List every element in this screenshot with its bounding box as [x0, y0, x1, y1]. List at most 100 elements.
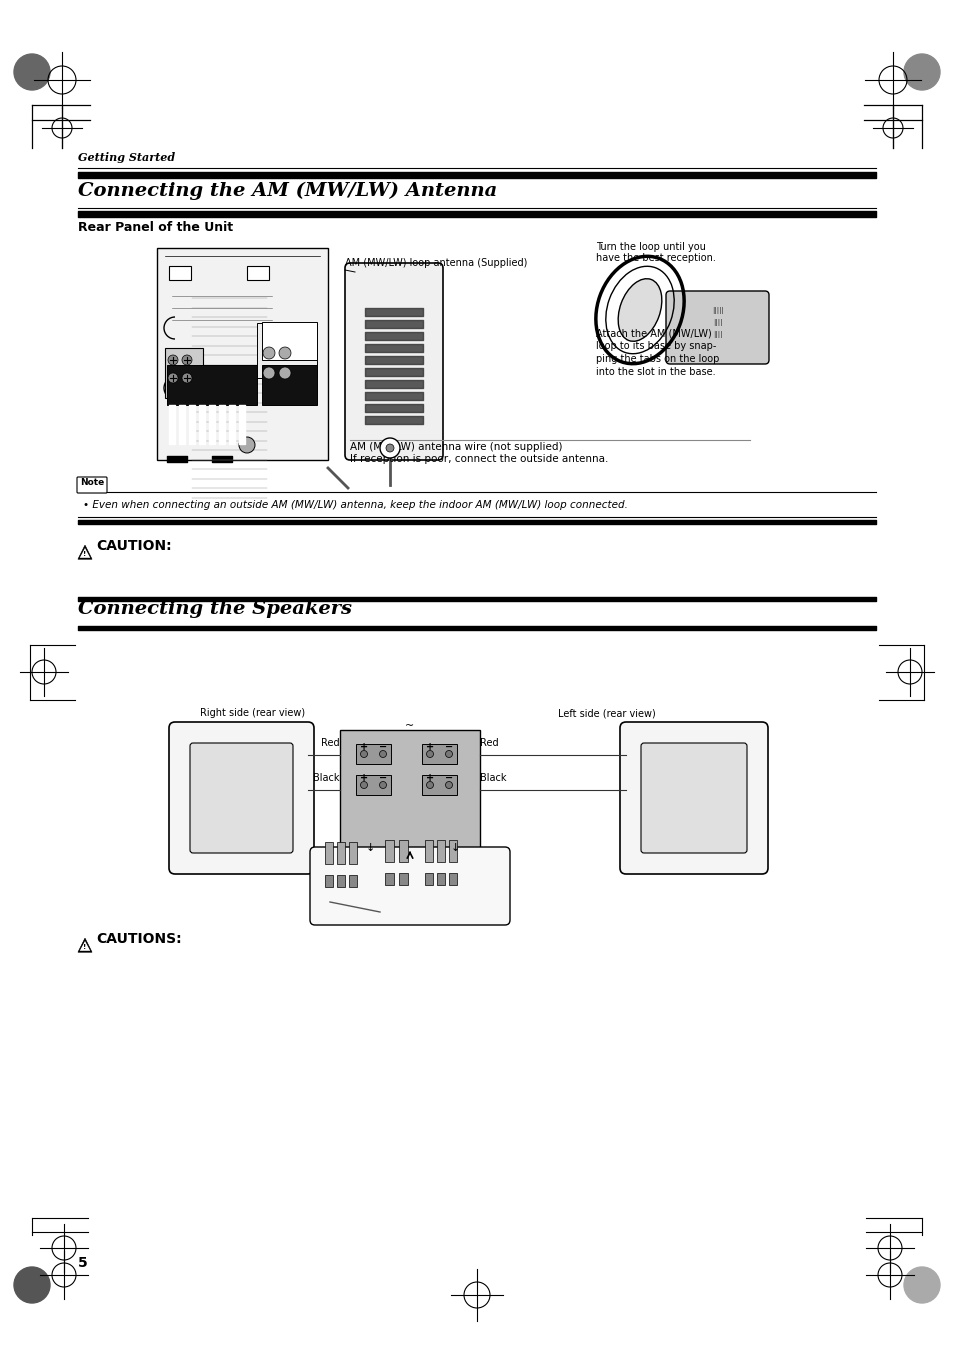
Text: Black: Black [314, 773, 339, 784]
Text: CAUTIONS:: CAUTIONS: [96, 932, 181, 946]
Text: Left side (rear view): Left side (rear view) [558, 708, 655, 717]
Circle shape [263, 347, 274, 359]
Bar [167, 365, 256, 405]
FancyBboxPatch shape [619, 721, 767, 874]
Bar [449, 873, 456, 885]
Text: Note: Note [80, 478, 104, 486]
Text: Rear Panel of the Unit: Rear Panel of the Unit [78, 222, 233, 234]
Text: Red: Red [479, 738, 498, 748]
Bar [398, 840, 408, 862]
Text: −: − [444, 742, 453, 753]
Text: Connecting the Speakers: Connecting the Speakers [78, 600, 352, 617]
Bar [355, 775, 391, 794]
Bar [385, 873, 394, 885]
Ellipse shape [618, 278, 661, 342]
Circle shape [168, 373, 178, 382]
Circle shape [360, 751, 367, 758]
Polygon shape [78, 938, 91, 952]
FancyBboxPatch shape [640, 743, 746, 852]
Text: −: − [444, 773, 453, 784]
Text: Red: Red [321, 738, 339, 748]
Circle shape [182, 373, 192, 382]
Circle shape [379, 751, 386, 758]
Circle shape [903, 54, 939, 91]
Bar [157, 249, 328, 459]
Text: ||||: |||| [713, 319, 722, 326]
FancyBboxPatch shape [169, 721, 314, 874]
Circle shape [239, 436, 254, 453]
Bar [262, 365, 316, 405]
Text: have the best reception.: have the best reception. [596, 253, 715, 263]
Bar [421, 775, 456, 794]
Circle shape [360, 781, 367, 789]
Bar [436, 873, 444, 885]
Text: ||||: |||| [713, 331, 722, 338]
Circle shape [278, 367, 291, 380]
Text: Right side (rear view): Right side (rear view) [200, 708, 305, 717]
Text: +: + [359, 773, 368, 784]
Bar [355, 744, 391, 765]
Text: • Even when connecting an outside AM (MW/LW) antenna, keep the indoor AM (MW/LW): • Even when connecting an outside AM (MW… [83, 500, 627, 509]
Text: −: − [378, 742, 387, 753]
Circle shape [386, 444, 394, 453]
FancyBboxPatch shape [77, 477, 107, 493]
Circle shape [182, 355, 192, 365]
Bar [325, 875, 333, 888]
Text: !: ! [83, 551, 87, 558]
FancyBboxPatch shape [190, 743, 293, 852]
Bar [424, 873, 433, 885]
Text: −: − [378, 773, 387, 784]
FancyBboxPatch shape [665, 290, 768, 363]
Text: +: + [359, 742, 368, 753]
Text: AM (MW/LW) antenna wire (not supplied): AM (MW/LW) antenna wire (not supplied) [350, 442, 562, 453]
Text: ping the tabs on the loop: ping the tabs on the loop [596, 354, 719, 363]
Bar [424, 840, 433, 862]
Text: loop to its base by snap-: loop to its base by snap- [596, 340, 716, 351]
Circle shape [14, 54, 50, 91]
Text: ↓: ↓ [365, 843, 375, 852]
Bar [256, 323, 316, 378]
Text: Attach the AM (MW/LW): Attach the AM (MW/LW) [596, 328, 711, 338]
Circle shape [263, 367, 274, 380]
Circle shape [426, 751, 433, 758]
Circle shape [14, 1267, 50, 1302]
Circle shape [445, 781, 452, 789]
Bar [169, 266, 191, 280]
Bar [349, 875, 356, 888]
FancyBboxPatch shape [310, 847, 510, 925]
Circle shape [445, 751, 452, 758]
Bar [421, 744, 456, 765]
Bar [262, 322, 316, 359]
Text: Black: Black [479, 773, 506, 784]
Text: Connecting the AM (MW/LW) Antenna: Connecting the AM (MW/LW) Antenna [78, 182, 497, 200]
Text: +: + [425, 742, 434, 753]
Text: Getting Started: Getting Started [78, 153, 175, 163]
Text: AM (MW/LW) loop antenna (Supplied): AM (MW/LW) loop antenna (Supplied) [345, 258, 527, 267]
Bar [449, 840, 456, 862]
Text: +: + [425, 773, 434, 784]
Circle shape [379, 781, 386, 789]
Circle shape [426, 781, 433, 789]
Bar [165, 349, 203, 399]
Circle shape [168, 355, 178, 365]
Polygon shape [80, 942, 91, 951]
Text: 5: 5 [78, 1256, 88, 1270]
Text: into the slot in the base.: into the slot in the base. [596, 367, 715, 377]
Circle shape [903, 1267, 939, 1302]
Circle shape [379, 438, 399, 458]
Text: CAUTION:: CAUTION: [96, 539, 172, 553]
Bar [349, 842, 356, 865]
Bar [385, 840, 394, 862]
Text: !: ! [83, 944, 87, 950]
Text: ↓: ↓ [450, 843, 459, 852]
Text: ~: ~ [405, 721, 415, 731]
Bar [336, 842, 345, 865]
Text: |||||: ||||| [711, 307, 723, 313]
Circle shape [278, 347, 291, 359]
Bar [247, 266, 269, 280]
Bar [436, 840, 444, 862]
FancyBboxPatch shape [345, 263, 442, 459]
Text: Turn the loop until you: Turn the loop until you [596, 242, 705, 253]
Text: If reception is poor, connect the outside antenna.: If reception is poor, connect the outsid… [350, 454, 608, 463]
Bar [339, 730, 479, 848]
